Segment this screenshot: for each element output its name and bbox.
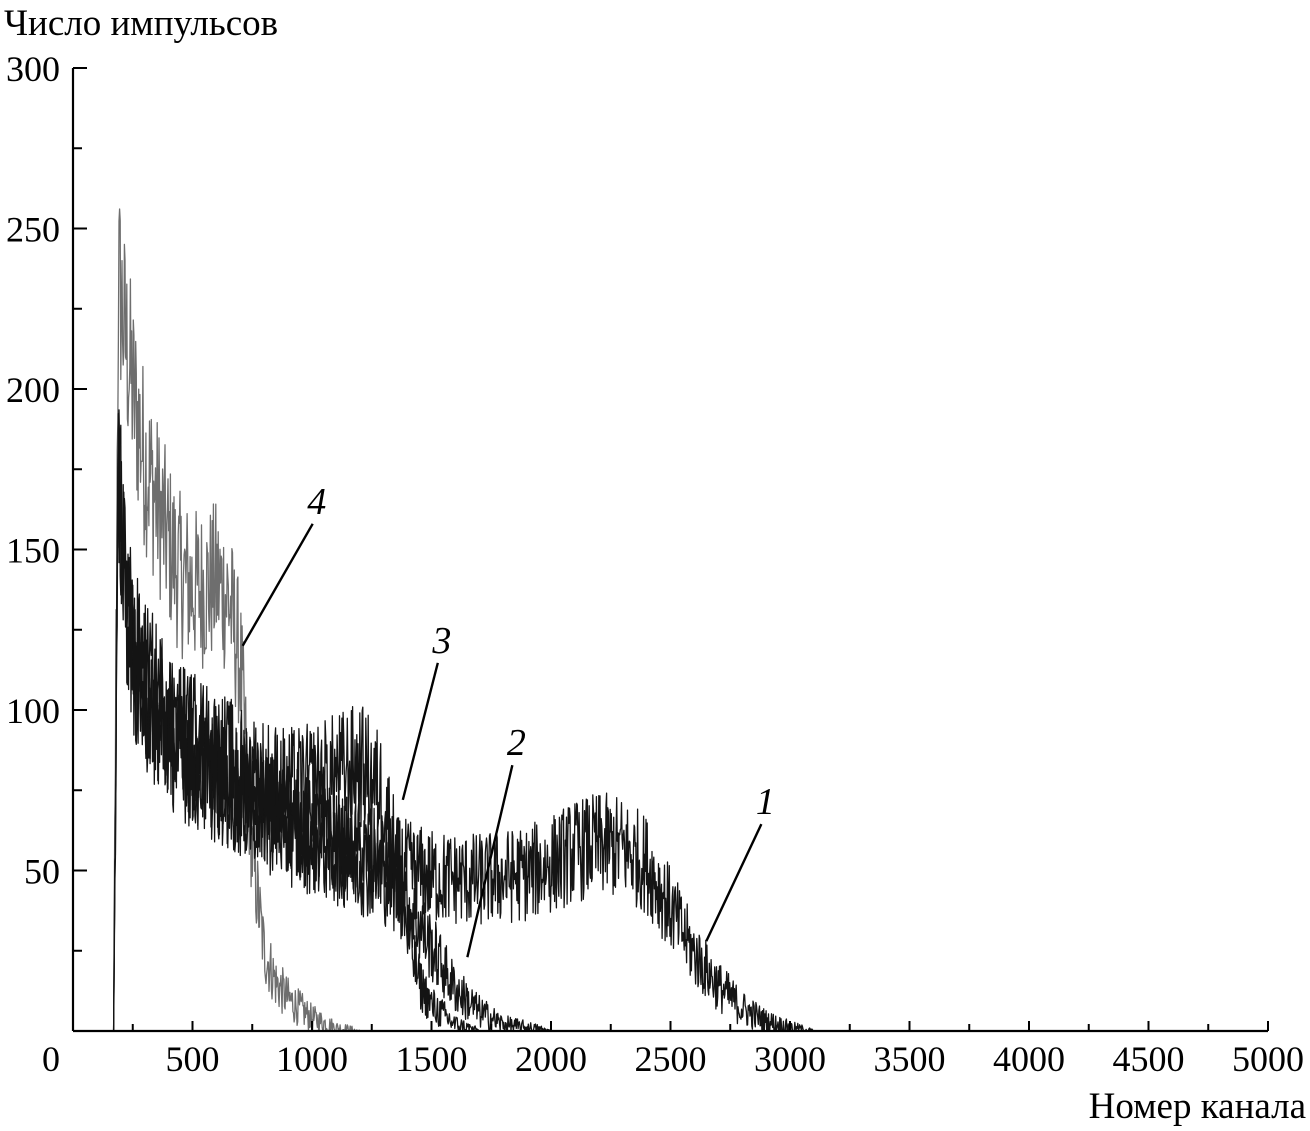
x-tick-label: 3500 [874, 1039, 946, 1079]
tick-marks [72, 67, 1269, 1031]
x-tick-label: 3000 [754, 1039, 826, 1079]
x-tick-label: 4500 [1113, 1039, 1185, 1079]
x-tick-label: 4000 [993, 1039, 1065, 1079]
series-4-leader [241, 523, 314, 647]
x-tick-label: 500 [166, 1039, 220, 1079]
x-tick-label: 2000 [515, 1039, 587, 1079]
y-axis-title: Число импульсов [4, 3, 278, 44]
y-tick-label: 300 [6, 49, 60, 89]
series-1-leader [705, 823, 763, 942]
x-axis-title: Номер канала [1089, 1086, 1306, 1127]
y-tick-label: 200 [6, 370, 60, 410]
y-tick-label: 50 [24, 852, 60, 892]
series-4-label: 4 [307, 481, 326, 523]
series-1-trace [108, 424, 1269, 1032]
x-tick-label: 1000 [276, 1039, 348, 1079]
x-tick-label: 0 [42, 1039, 60, 1079]
y-tick-label: 150 [6, 531, 60, 571]
x-tick-label: 2500 [635, 1039, 707, 1079]
plot-traces [108, 208, 1269, 1032]
x-tick-label: 1500 [396, 1039, 468, 1079]
x-tick-label: 5000 [1232, 1039, 1304, 1079]
series-1-label: 1 [756, 781, 775, 823]
axes [71, 68, 1268, 1033]
series-2-label: 2 [507, 722, 526, 764]
series-3-leader [401, 662, 439, 801]
series-2-leader [466, 764, 514, 958]
series-annotations: 1 2 3 4 [241, 481, 775, 958]
series-4-trace [108, 208, 1269, 1032]
y-tick-label: 250 [6, 210, 60, 250]
series-3-label: 3 [431, 620, 451, 662]
y-tick-label: 100 [6, 691, 60, 731]
tick-labels: 0 500 1000 1500 2000 2500 3000 3500 4000 4500 5000… [6, 49, 1304, 1079]
